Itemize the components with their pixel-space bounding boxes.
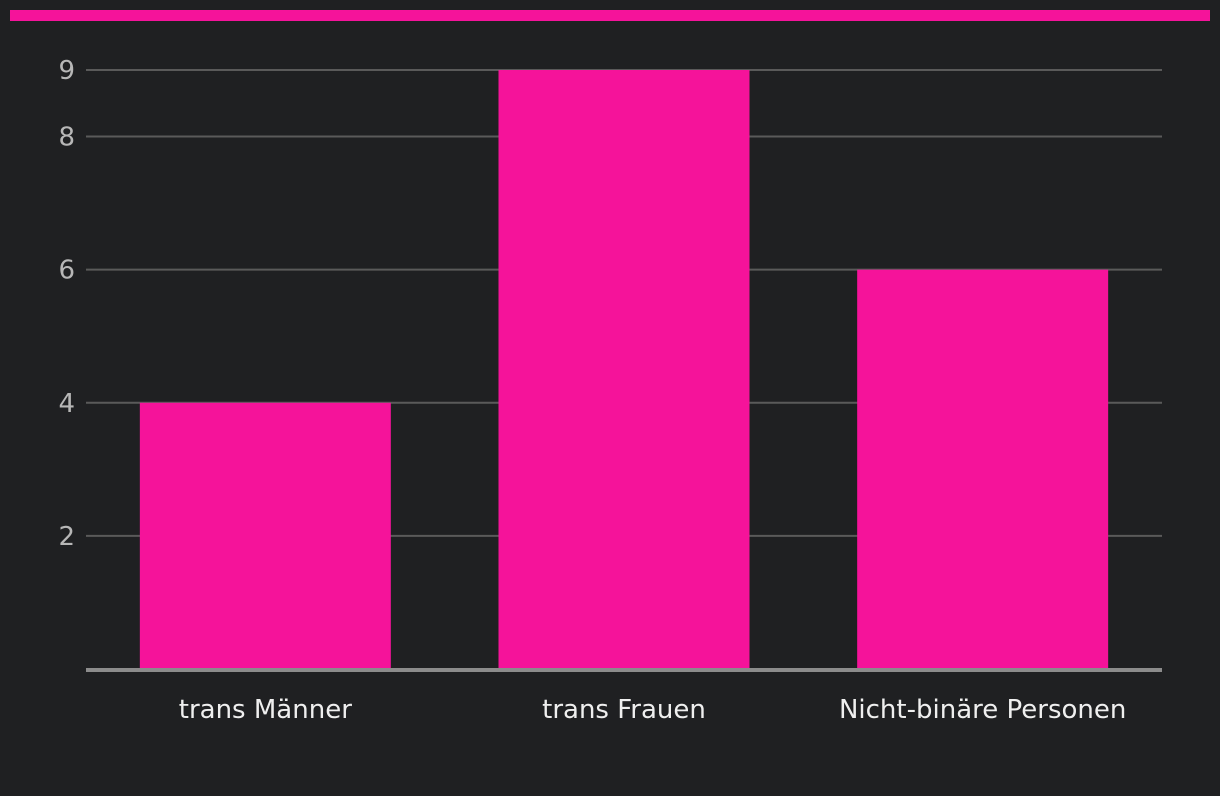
y-axis-ticks: 2 4 6 8 9 — [58, 56, 75, 552]
y-tick-label: 6 — [58, 256, 75, 286]
y-tick-label: 9 — [58, 56, 75, 86]
accent-bar — [10, 10, 1210, 21]
x-tick-label: Nicht-binäre Personen — [839, 695, 1126, 725]
y-tick-label: 8 — [58, 123, 75, 153]
bar — [498, 70, 750, 669]
bar — [857, 269, 1109, 669]
y-tick-label: 2 — [58, 522, 75, 552]
bars — [139, 70, 1109, 669]
x-axis-labels: trans Männer trans Frauen Nicht-binäre Per… — [179, 695, 1127, 725]
x-tick-label: trans Frauen — [542, 695, 706, 725]
y-tick-label: 4 — [58, 389, 75, 419]
x-tick-label: trans Männer — [179, 695, 352, 725]
bar — [139, 402, 391, 669]
